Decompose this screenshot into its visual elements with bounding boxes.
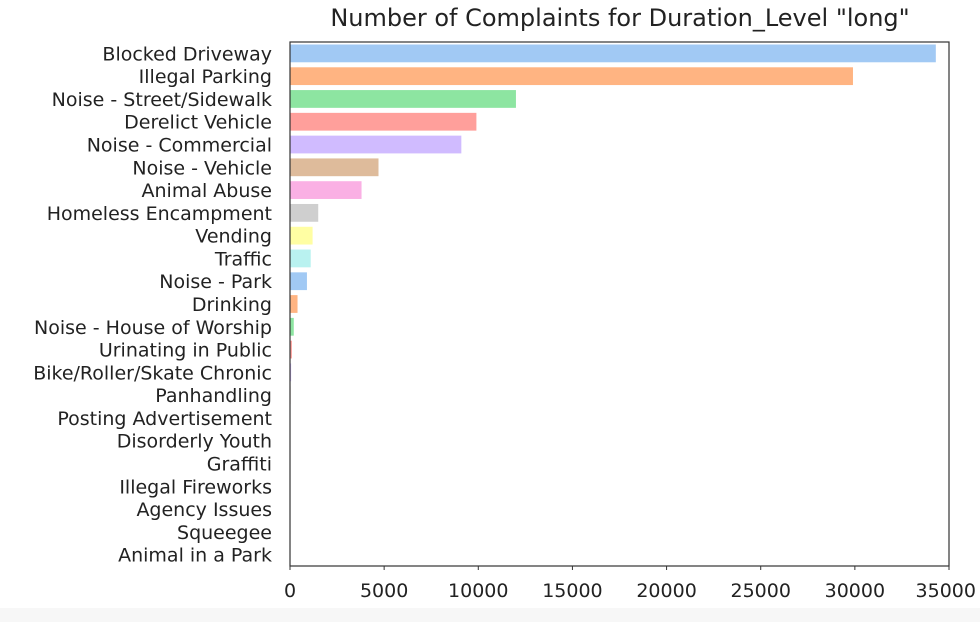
chart-area: Number of Complaints for Duration_Level … [33,4,976,602]
x-tick-label: 20000 [636,580,696,602]
category-label: Graffiti [207,453,272,475]
x-axis-ticks: 0 5000 10000 15000 20000 25000 30000 35000 [284,566,976,602]
x-tick-label: 35000 [916,580,976,602]
category-label: Animal Abuse [142,180,272,202]
category-label: Homeless Encampment [47,203,272,225]
chart-title: Number of Complaints for Duration_Level … [330,4,909,32]
plot-frame [289,41,950,567]
category-label: Noise - House of Worship [34,317,272,339]
bar [290,295,298,313]
bar [290,44,936,63]
bar [290,90,516,108]
category-label: Derelict Vehicle [124,112,272,134]
bar [290,158,379,177]
category-label: Agency Issues [136,499,272,521]
x-tick-label: 15000 [542,580,602,602]
x-tick-label: 5000 [360,580,408,602]
x-tick-label: 10000 [448,580,508,602]
x-tick-label: 25000 [730,580,790,602]
category-label: Panhandling [155,385,272,407]
bar [290,67,853,86]
category-label: Traffic [214,248,272,270]
category-label: Disorderly Youth [117,431,272,453]
x-tick-label: 0 [284,580,296,602]
category-label: Noise - Park [159,271,272,293]
category-label: Blocked Driveway [102,43,272,65]
category-label: Vending [195,226,272,248]
category-label: Noise - Commercial [87,135,272,157]
bar-chart: Number of Complaints for Duration_Level … [33,4,976,602]
category-label: Illegal Parking [139,66,272,88]
category-label: Drinking [192,294,272,316]
category-label: Urinating in Public [99,340,272,362]
category-label: Posting Advertisement [57,408,272,430]
bar [290,135,462,154]
x-tick-label: 30000 [825,580,885,602]
category-label: Squeegee [177,522,272,544]
bottom-strip [0,608,980,622]
bar [290,249,311,268]
bar [290,112,477,131]
category-label: Animal in a Park [118,545,272,567]
category-label: Bike/Roller/Skate Chronic [33,362,272,384]
bars-group [290,44,936,564]
category-label: Illegal Fireworks [119,476,272,498]
category-label: Noise - Street/Sidewalk [52,89,272,111]
category-label: Noise - Vehicle [132,157,272,179]
bar [290,272,307,291]
bar [290,181,362,199]
bar [290,226,313,245]
bar [290,317,294,336]
bar [290,203,319,222]
bar [290,340,292,359]
